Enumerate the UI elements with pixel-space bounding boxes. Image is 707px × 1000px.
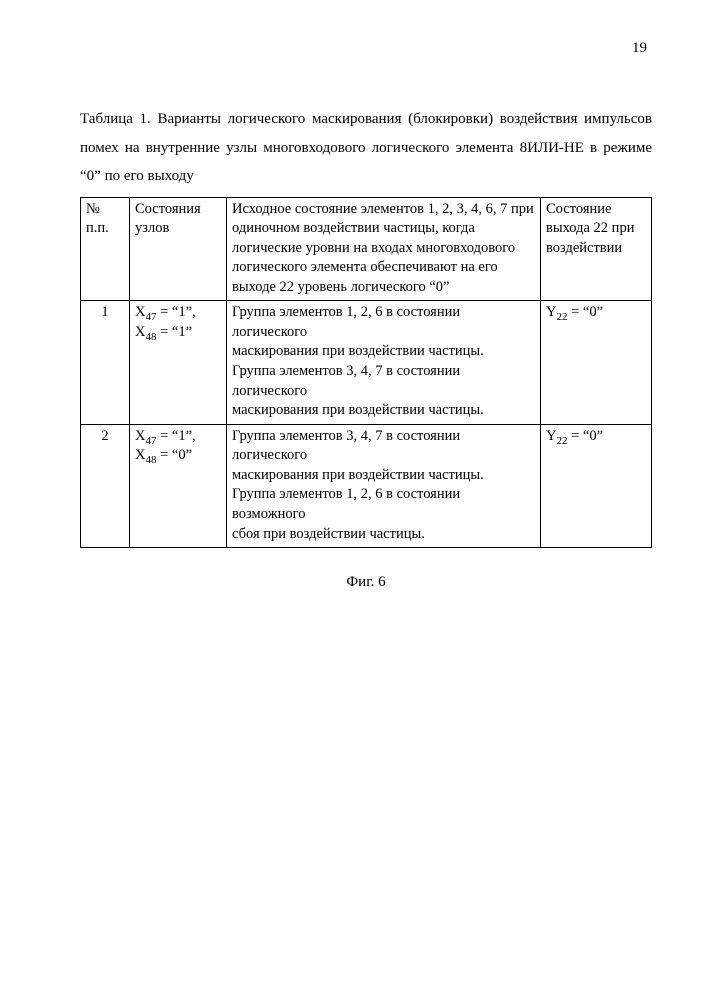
page-number: 19 <box>632 40 647 57</box>
cell-num: 2 <box>81 424 130 547</box>
desc-l1: Группа элементов 1, 2, 6 в состоянии лог… <box>232 304 460 340</box>
table-caption: Таблица 1. Варианты логического маскиров… <box>80 105 652 191</box>
cell-output: Y22 = “0” <box>541 424 652 547</box>
header-states-l2: узлов <box>135 220 169 236</box>
header-output-l1: Состояние <box>546 201 611 217</box>
desc-l3: Группа элементов 1, 2, 6 в состоянии воз… <box>232 486 460 522</box>
figure-label: Фиг. 6 <box>80 574 652 591</box>
x47-post: = “1”, <box>156 304 195 320</box>
header-output-l2: выхода 22 при <box>546 220 634 236</box>
y22-sub: 22 <box>556 435 567 447</box>
table-row: 2 X47 = “1”, X48 = “0” Группа элементов … <box>81 424 652 547</box>
header-states: Состояния узлов <box>130 197 227 301</box>
desc-l2: маскирования при воздействии частицы. <box>232 343 484 359</box>
cell-num: 1 <box>81 301 130 424</box>
x48-sub: 48 <box>145 454 156 466</box>
cell-description: Группа элементов 3, 4, 7 в состоянии лог… <box>227 424 541 547</box>
desc-l3: Группа элементов 3, 4, 7 в состоянии лог… <box>232 363 460 399</box>
cell-states: X47 = “1”, X48 = “1” <box>130 301 227 424</box>
desc-l2: маскирования при воздействии частицы. <box>232 467 484 483</box>
header-output-l3: воздействии <box>546 240 622 256</box>
x48-pre: X <box>135 447 145 463</box>
y22-pre: Y <box>546 304 556 320</box>
x48-post: = “1” <box>156 324 192 340</box>
cell-output: Y22 = “0” <box>541 301 652 424</box>
cell-states: X47 = “1”, X48 = “0” <box>130 424 227 547</box>
row-number: 2 <box>86 427 124 447</box>
x47-pre: X <box>135 304 145 320</box>
desc-l1: Группа элементов 3, 4, 7 в состоянии лог… <box>232 428 460 464</box>
table-row: 1 X47 = “1”, X48 = “1” Группа элементов … <box>81 301 652 424</box>
x48-sub: 48 <box>145 331 156 343</box>
cell-description: Группа элементов 1, 2, 6 в состоянии лог… <box>227 301 541 424</box>
header-num: № п.п. <box>81 197 130 301</box>
header-states-l1: Состояния <box>135 201 201 217</box>
y22-pre: Y <box>546 428 556 444</box>
x47-sub: 47 <box>145 311 156 323</box>
x48-pre: X <box>135 324 145 340</box>
page: 19 Таблица 1. Варианты логического маски… <box>0 0 707 1000</box>
row-number: 1 <box>86 303 124 323</box>
desc-l4: маскирования при воздействии частицы. <box>232 402 484 418</box>
header-output: Состояние выхода 22 при воздействии <box>541 197 652 301</box>
data-table: № п.п. Состояния узлов Исходное состояни… <box>80 197 652 549</box>
y22-sub: 22 <box>556 311 567 323</box>
x47-post: = “1”, <box>156 428 195 444</box>
x47-sub: 47 <box>145 435 156 447</box>
y22-post: = “0” <box>567 428 603 444</box>
header-initial: Исходное состояние элементов 1, 2, 3, 4,… <box>227 197 541 301</box>
desc-l4: сбоя при воздействии частицы. <box>232 526 425 542</box>
header-num-l1: № <box>86 201 100 217</box>
table-header-row: № п.п. Состояния узлов Исходное состояни… <box>81 197 652 301</box>
header-num-l2: п.п. <box>86 220 109 236</box>
y22-post: = “0” <box>567 304 603 320</box>
x48-post: = “0” <box>156 447 192 463</box>
x47-pre: X <box>135 428 145 444</box>
